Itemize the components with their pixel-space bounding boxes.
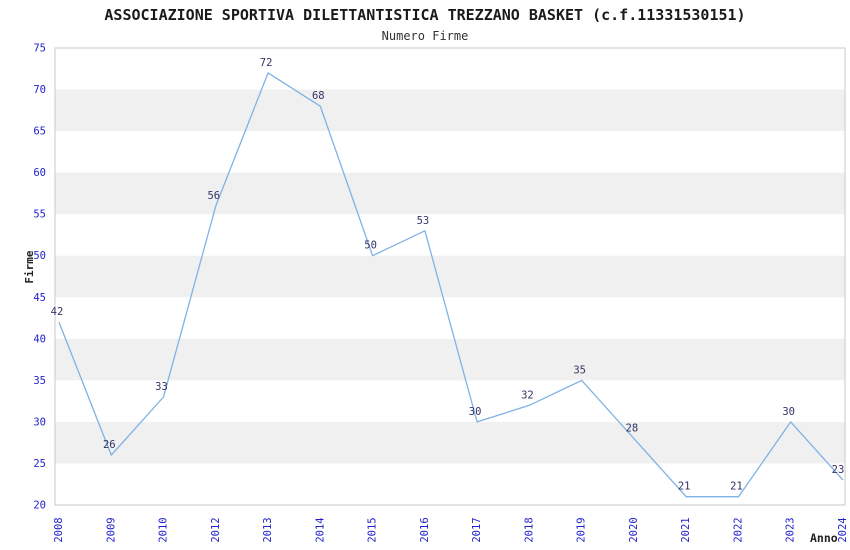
x-tick-label: 2015 [367,517,379,542]
x-tick-label: 2021 [680,517,692,542]
y-tick-label: 35 [33,375,46,387]
point-label: 26 [103,439,116,451]
x-tick-label: 2023 [785,517,797,542]
plot-band [55,89,845,132]
point-label: 35 [573,364,586,376]
plot-frame [54,47,846,506]
x-tick-label: 2017 [471,517,483,542]
x-axis-title: Anno [810,531,838,545]
x-tick-label: 2020 [628,517,640,542]
point-label: 50 [364,240,377,252]
x-tick-label: 2013 [262,517,274,542]
x-tick-label: 2014 [314,517,326,542]
chart-subtitle: Numero Firme [381,29,469,43]
point-label: 53 [417,215,430,227]
chart-title: ASSOCIAZIONE SPORTIVA DILETTANTISTICA TR… [104,6,746,24]
point-label: 21 [730,481,743,493]
x-tick-label: 2022 [733,517,745,542]
point-label: 21 [678,481,691,493]
point-label: 42 [51,306,64,318]
point-label: 32 [521,389,534,401]
y-tick-label: 20 [33,500,46,512]
y-tick-label: 40 [33,333,46,345]
point-label: 30 [782,406,795,418]
plot-band [55,421,845,464]
y-tick-label: 70 [33,84,46,96]
point-label: 28 [626,423,639,435]
plot-band [55,255,845,298]
y-tick-label: 50 [33,250,46,262]
point-label: 72 [260,57,273,69]
point-label: 23 [832,464,845,476]
point-label: 68 [312,90,325,102]
plot-band [55,172,845,215]
point-label: 56 [207,190,220,202]
y-tick-label: 60 [33,167,46,179]
point-label: 30 [469,406,482,418]
x-tick-label: 2008 [53,517,65,542]
x-tick-label: 2018 [523,517,535,542]
x-tick-label: 2024 [837,517,849,542]
point-label: 33 [155,381,168,393]
plot-band [55,338,845,381]
y-tick-label: 45 [33,292,46,304]
x-tick-label: 2012 [210,517,222,542]
x-tick-label: 2016 [419,517,431,542]
y-tick-label: 30 [33,416,46,428]
y-tick-label: 75 [33,43,46,55]
y-tick-label: 25 [33,458,46,470]
x-tick-label: 2019 [576,517,588,542]
series-line [58,72,844,498]
y-tick-label: 55 [33,209,46,221]
y-tick-label: 65 [33,126,46,138]
x-tick-label: 2009 [105,517,117,542]
x-tick-label: 2010 [158,517,170,542]
